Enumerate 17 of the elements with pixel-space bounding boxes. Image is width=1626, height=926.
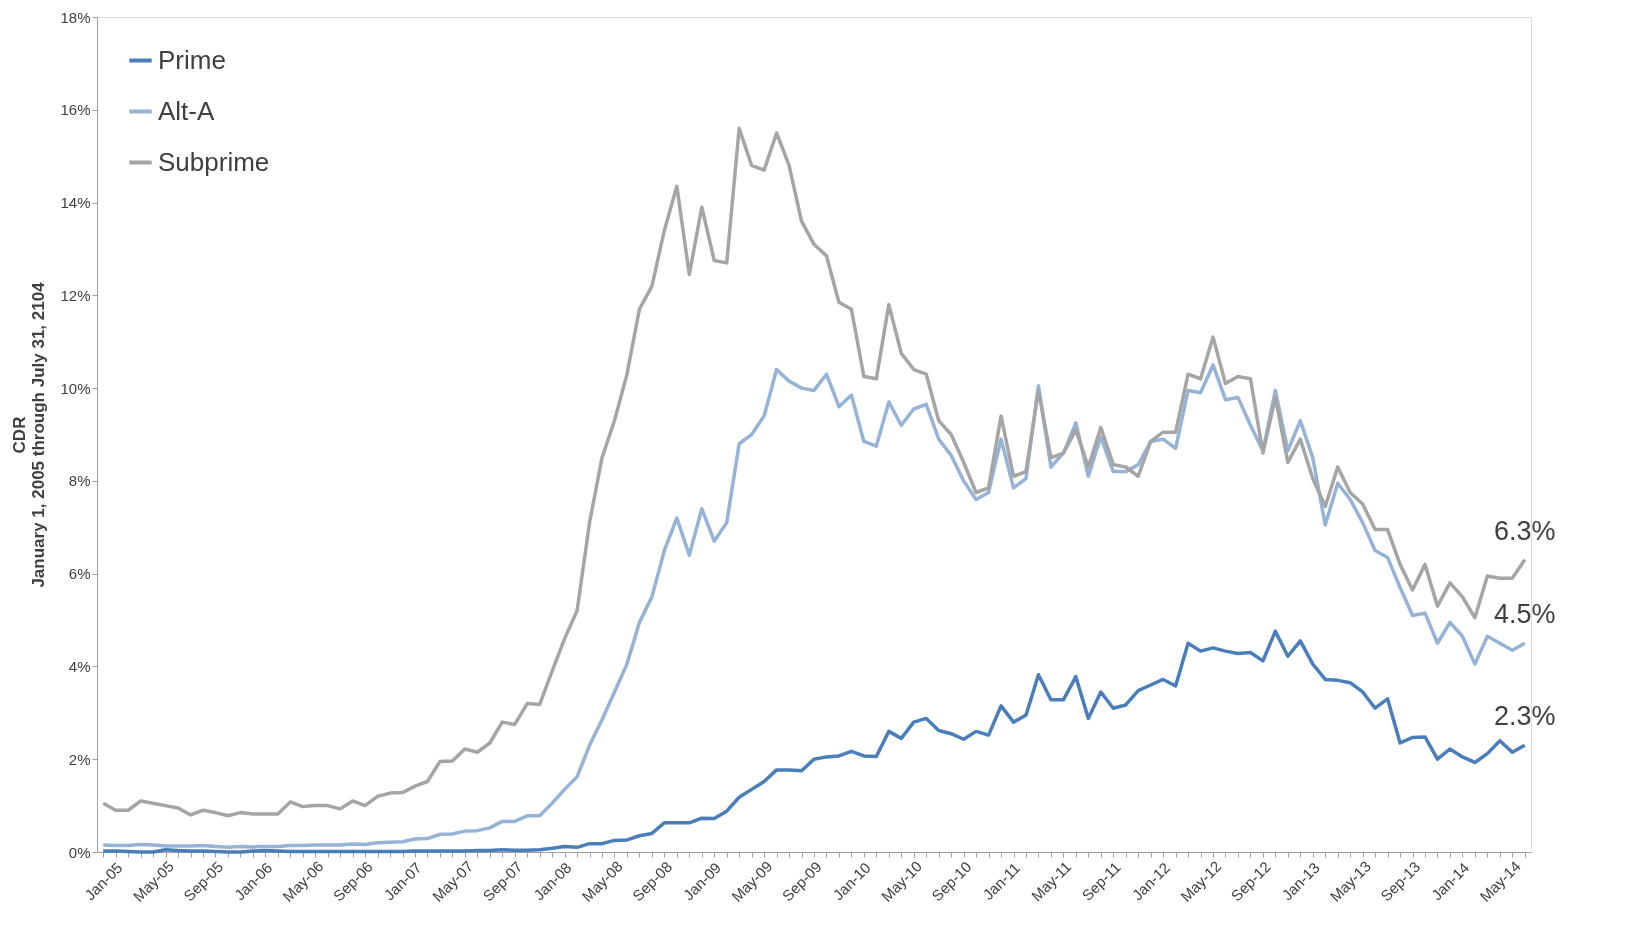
- y-axis-title: CDR January 1, 2005 through July 31, 2104: [10, 281, 49, 588]
- y-tick-label: 6%: [68, 565, 91, 583]
- y-tick-label: 0%: [68, 843, 91, 861]
- y-tick-label: 4%: [68, 657, 91, 675]
- y-tick-label: 16%: [60, 101, 91, 119]
- legend-label: Subprime: [158, 146, 270, 177]
- y-tick-label: 14%: [60, 194, 91, 212]
- legend-label: Alt-A: [158, 95, 215, 126]
- data-label: 6.3%: [1493, 515, 1556, 546]
- y-tick-label: 8%: [68, 472, 91, 490]
- y-tick-label: 2%: [68, 750, 91, 768]
- data-label: 4.5%: [1493, 599, 1556, 630]
- data-label: 2.3%: [1493, 701, 1556, 732]
- legend-label: Prime: [158, 44, 226, 75]
- y-tick-label: 18%: [60, 8, 91, 26]
- y-tick-label: 12%: [60, 286, 91, 304]
- y-tick-label: 10%: [60, 379, 91, 397]
